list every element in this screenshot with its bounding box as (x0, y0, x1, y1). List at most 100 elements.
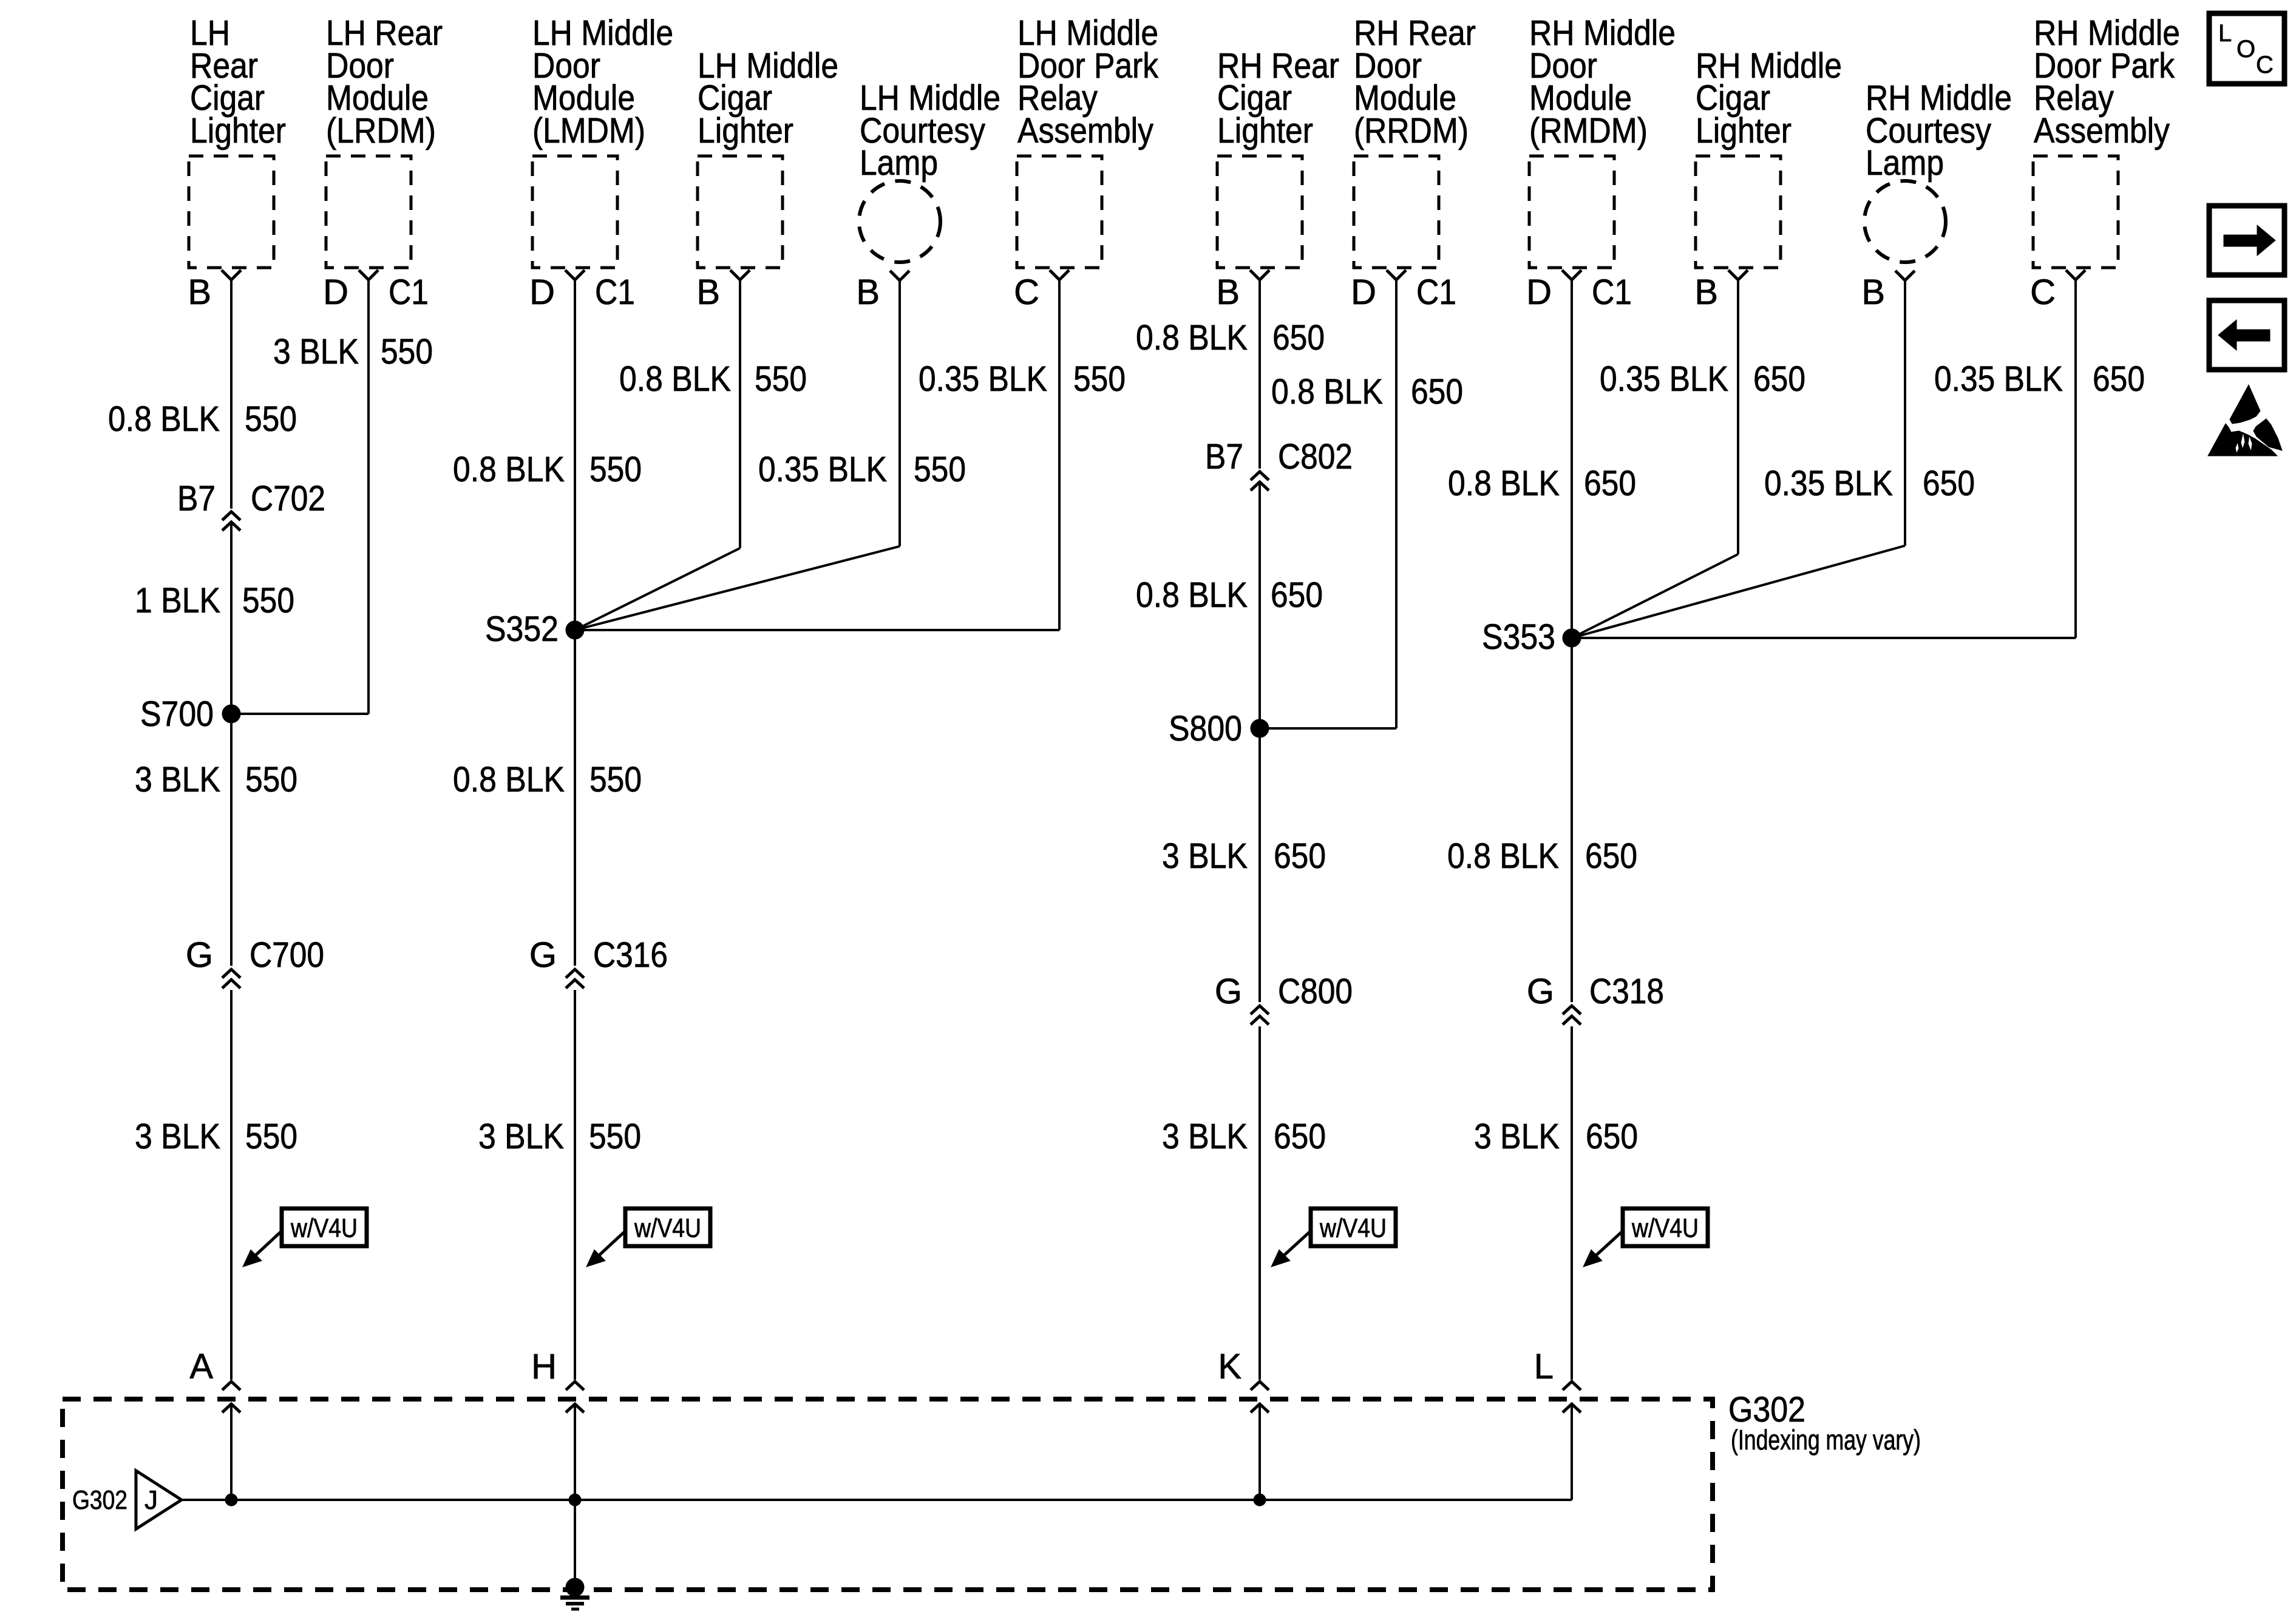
svg-text:650: 650 (1274, 1117, 1326, 1156)
svg-text:C1: C1 (389, 273, 429, 312)
svg-text:B7: B7 (1205, 437, 1243, 476)
svg-text:Relay: Relay (1017, 78, 1098, 118)
svg-text:C1: C1 (1416, 273, 1456, 312)
svg-text:650: 650 (1272, 318, 1325, 358)
svg-text:650: 650 (1274, 836, 1326, 876)
svg-text:w/V4U: w/V4U (290, 1213, 358, 1243)
svg-text:K: K (1218, 1347, 1241, 1386)
svg-text:550: 550 (242, 581, 294, 620)
svg-text:3 BLK: 3 BLK (135, 1117, 220, 1156)
svg-text:Lamp: Lamp (1866, 143, 1944, 183)
svg-text:Assembly: Assembly (1017, 111, 1153, 151)
svg-text:C: C (2030, 273, 2056, 312)
svg-text:L: L (2218, 20, 2232, 47)
svg-text:D: D (529, 273, 555, 312)
svg-text:J: J (144, 1485, 158, 1515)
svg-text:C802: C802 (1278, 437, 1353, 476)
svg-text:Cigar: Cigar (1696, 78, 1770, 118)
svg-text:D: D (1351, 273, 1376, 312)
svg-text:0.8 BLK: 0.8 BLK (108, 399, 220, 439)
svg-text:B: B (1861, 273, 1885, 312)
svg-text:w/V4U: w/V4U (1631, 1213, 1699, 1243)
svg-text:RH Middle: RH Middle (1529, 13, 1676, 53)
svg-text:3 BLK: 3 BLK (478, 1117, 564, 1156)
svg-text:C700: C700 (250, 935, 324, 975)
svg-text:Door: Door (1354, 46, 1422, 86)
svg-text:A: A (189, 1347, 213, 1386)
svg-text:Door: Door (1529, 46, 1597, 86)
svg-text:0.8 BLK: 0.8 BLK (1136, 318, 1248, 358)
svg-text:650: 650 (2093, 359, 2145, 399)
svg-text:LH Rear: LH Rear (326, 13, 443, 53)
svg-text:Lighter: Lighter (1217, 111, 1313, 151)
svg-text:B: B (856, 273, 880, 312)
svg-text:0.35 BLK: 0.35 BLK (1764, 464, 1893, 503)
svg-text:Relay: Relay (2034, 78, 2114, 118)
svg-text:0.8 BLK: 0.8 BLK (619, 359, 731, 399)
svg-text:3 BLK: 3 BLK (1162, 1117, 1248, 1156)
svg-text:650: 650 (1584, 464, 1636, 503)
svg-text:Cigar: Cigar (190, 78, 265, 118)
svg-text:Module: Module (326, 78, 429, 118)
svg-text:650: 650 (1585, 836, 1637, 876)
svg-text:LH Middle: LH Middle (698, 46, 838, 86)
svg-text:RH Middle: RH Middle (1696, 46, 1842, 86)
svg-text:Lighter: Lighter (190, 111, 286, 151)
svg-text:G: G (186, 935, 213, 975)
svg-text:1 BLK: 1 BLK (135, 581, 220, 620)
svg-text:550: 550 (245, 399, 297, 439)
svg-text:RH Middle: RH Middle (1866, 78, 2012, 118)
svg-text:0.8 BLK: 0.8 BLK (453, 450, 565, 489)
svg-text:3 BLK: 3 BLK (135, 760, 220, 799)
svg-text:C800: C800 (1278, 972, 1353, 1011)
svg-text:0.35 BLK: 0.35 BLK (758, 450, 887, 489)
svg-text:C316: C316 (593, 935, 668, 975)
svg-text:550: 550 (245, 1117, 297, 1156)
svg-text:G: G (1527, 972, 1554, 1011)
svg-text:550: 550 (589, 760, 642, 799)
svg-text:0.8 BLK: 0.8 BLK (1447, 836, 1559, 876)
svg-text:B7: B7 (177, 479, 216, 518)
svg-text:RH Rear: RH Rear (1217, 46, 1339, 86)
svg-text:LH Middle: LH Middle (860, 78, 1000, 118)
svg-text:Door: Door (532, 46, 600, 86)
svg-text:(RMDM): (RMDM) (1529, 111, 1648, 151)
svg-text:B: B (1694, 273, 1718, 312)
svg-text:LH: LH (190, 13, 230, 53)
svg-text:C702: C702 (251, 479, 325, 518)
svg-text:Courtesy: Courtesy (1866, 111, 1991, 151)
svg-text:Module: Module (532, 78, 635, 118)
svg-text:0.8 BLK: 0.8 BLK (1448, 464, 1560, 503)
svg-text:B: B (188, 273, 211, 312)
svg-text:650: 650 (1923, 464, 1975, 503)
svg-text:650: 650 (1271, 575, 1323, 615)
svg-text:RH Rear: RH Rear (1354, 13, 1476, 53)
svg-text:Door: Door (326, 46, 394, 86)
svg-text:G: G (1215, 972, 1242, 1011)
svg-text:(RRDM): (RRDM) (1354, 111, 1469, 151)
svg-text:650: 650 (1586, 1117, 1638, 1156)
svg-text:0.35 BLK: 0.35 BLK (1600, 359, 1728, 399)
svg-text:Door Park: Door Park (2034, 46, 2175, 86)
svg-text:S800: S800 (1169, 709, 1242, 748)
svg-text:C1: C1 (1592, 273, 1632, 312)
svg-text:Module: Module (1529, 78, 1632, 118)
svg-text:L: L (1534, 1347, 1554, 1386)
svg-text:(Indexing may vary): (Indexing may vary) (1731, 1424, 1921, 1456)
svg-text:3 BLK: 3 BLK (1162, 836, 1248, 876)
svg-text:650: 650 (1411, 372, 1463, 412)
svg-text:Courtesy: Courtesy (860, 111, 985, 151)
svg-text:H: H (531, 1347, 557, 1386)
svg-text:D: D (323, 273, 348, 312)
svg-text:S700: S700 (140, 694, 214, 734)
svg-text:B: B (1216, 273, 1240, 312)
svg-text:Door Park: Door Park (1017, 46, 1159, 86)
svg-text:G302: G302 (72, 1485, 127, 1515)
svg-text:LH Middle: LH Middle (532, 13, 673, 53)
svg-text:3 BLK: 3 BLK (1474, 1117, 1560, 1156)
svg-text:Cigar: Cigar (1217, 78, 1292, 118)
svg-text:(LMDM): (LMDM) (532, 111, 645, 151)
svg-text:550: 550 (589, 450, 642, 489)
svg-text:550: 550 (381, 332, 433, 371)
svg-text:S352: S352 (485, 609, 559, 649)
